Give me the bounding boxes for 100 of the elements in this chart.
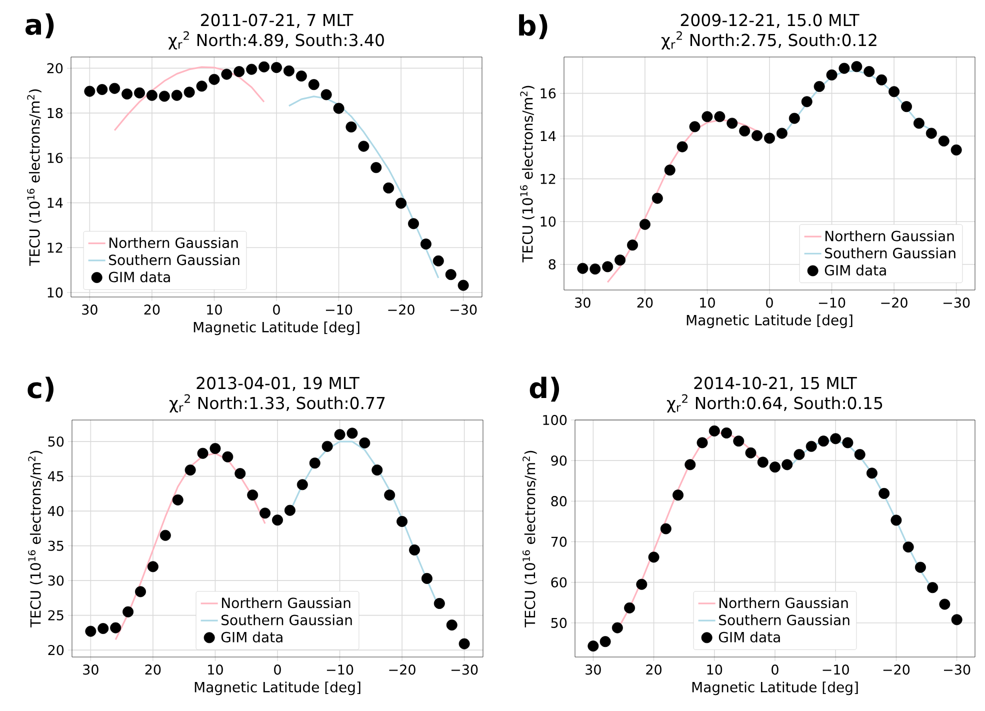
point [221, 68, 232, 80]
x-tick-label: 20 [637, 298, 653, 308]
legend-label: Northern Gaussian [719, 597, 848, 608]
point [197, 448, 208, 459]
point [346, 121, 357, 132]
point [890, 514, 902, 526]
point [938, 136, 950, 146]
x-tick-label: 30 [575, 298, 590, 308]
point [296, 479, 308, 490]
legend-label: GIM data [824, 264, 886, 276]
line-series [114, 66, 265, 132]
y-tick-label: 25 [48, 610, 64, 620]
point [160, 530, 171, 541]
point [210, 442, 221, 454]
point [308, 79, 320, 90]
point [458, 280, 469, 291]
point [636, 578, 648, 590]
point [913, 118, 924, 129]
x-tick-label: −20 [881, 298, 908, 308]
point [96, 84, 108, 96]
point [660, 523, 672, 534]
x-tick-label: −10 [326, 304, 352, 315]
point [939, 598, 950, 610]
point [842, 437, 854, 448]
point [158, 90, 170, 102]
point [134, 586, 146, 598]
y-tick-label: 40 [48, 506, 64, 516]
point [901, 101, 912, 112]
x-tick-label: 30 [82, 304, 98, 315]
point [272, 514, 283, 526]
legend-label: Southern Gaussian [222, 614, 352, 626]
point [577, 262, 588, 274]
point [147, 561, 158, 572]
point [184, 86, 195, 98]
legend-label: GIM data [718, 632, 780, 642]
point [864, 66, 875, 78]
point [602, 261, 614, 272]
point [146, 90, 158, 101]
point [676, 141, 688, 152]
point [721, 427, 732, 438]
point [84, 86, 96, 97]
x-tick-label: −20 [388, 304, 414, 315]
point [85, 626, 96, 637]
point [384, 490, 396, 501]
point [794, 448, 805, 460]
point [876, 74, 888, 86]
y-tick-label: 16 [48, 152, 63, 164]
point [745, 447, 756, 458]
point [888, 86, 900, 98]
x-tick-label: −10 [326, 664, 354, 675]
text: a) [26, 13, 54, 38]
point [372, 464, 383, 476]
legend-label: Northern Gaussian [110, 237, 238, 248]
legend-label: Southern Gaussian [719, 614, 850, 626]
point [283, 65, 294, 76]
x-tick-label: 10 [207, 304, 222, 315]
x-tick-label: 10 [700, 298, 715, 308]
point [838, 62, 850, 74]
point [689, 121, 700, 132]
x-tick-label: −30 [944, 664, 970, 675]
x-tick-label: −20 [389, 664, 416, 675]
point [247, 490, 258, 501]
point [171, 90, 182, 101]
point [788, 112, 800, 124]
point [866, 468, 878, 479]
x-tick-label: 10 [707, 664, 722, 675]
y-tick-label: 70 [551, 536, 567, 547]
point [434, 598, 445, 609]
point [333, 102, 344, 114]
point [814, 80, 825, 92]
chart-title: 2011-07-21, 7 MLT [201, 14, 354, 28]
point [739, 125, 750, 136]
chart-subtitle: χ$_{r}$$^{2}$ North:4.89, South:3.40 [168, 31, 384, 50]
chart-subtitle: χ$_{r}$$^{2}$ North:2.75, South:0.12 [661, 31, 876, 50]
point [664, 164, 676, 176]
point [110, 622, 122, 634]
point [134, 87, 145, 98]
point [234, 468, 246, 480]
point [627, 240, 638, 251]
point [950, 144, 962, 156]
legend-label: Northern Gaussian [825, 230, 954, 242]
text: c) [28, 376, 54, 402]
y-tick-label: 20 [48, 644, 64, 656]
chart-subtitle: χ$_{r}$$^{2}$ North:1.33, South:0.77 [169, 394, 385, 412]
point [684, 459, 696, 470]
point [322, 440, 333, 452]
y-tick-label: 16 [540, 88, 556, 98]
point [421, 572, 432, 584]
point [801, 96, 812, 108]
point [639, 218, 650, 230]
point [830, 433, 842, 444]
y-tick-label: 12 [540, 174, 556, 184]
point [672, 490, 684, 501]
point [184, 464, 196, 476]
x-tick-label: 0 [273, 304, 280, 315]
point [445, 269, 456, 280]
y-tick-label: 10 [48, 287, 63, 298]
point [826, 69, 838, 80]
x-tick-label: 30 [586, 664, 601, 675]
chart-title: 2009-12-21, 15.0 MLT [680, 14, 860, 28]
